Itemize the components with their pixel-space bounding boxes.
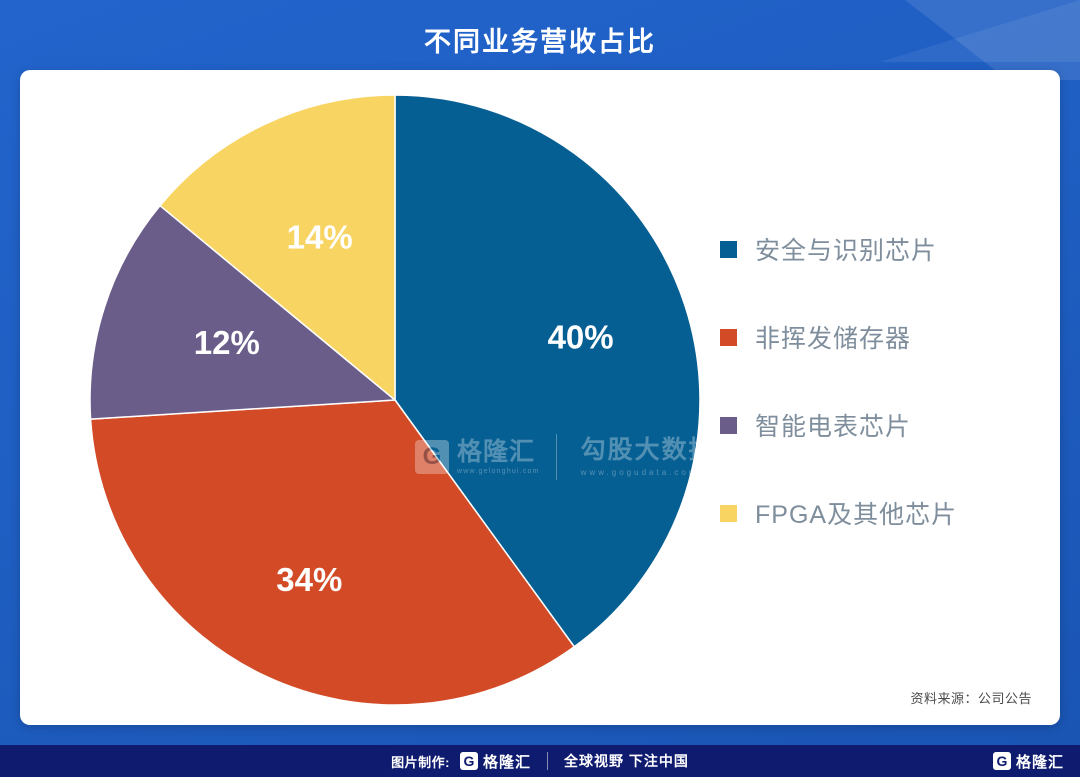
footer-right-logo-text: 格隆汇 [1015,753,1064,771]
chart-legend: 安全与识别芯片 非挥发储存器 智能电表芯片 FPGA及其他芯片 [720,205,1040,557]
pie-slice [89,399,576,706]
pie-slice [158,94,396,402]
legend-item-label: 安全与识别芯片 [755,237,938,265]
legend-item[interactable]: 安全与识别芯片 [720,205,1040,293]
source-note: 资料来源：公司公告 [910,691,1032,706]
legend-item[interactable]: 非挥发储存器 [720,293,1040,381]
footer-made-by-label: 图片制作: [391,754,450,770]
pie-slice [394,94,701,648]
page-footer: 图片制作: G 格隆汇 全球视野 下注中国 G 格隆汇 [0,745,1080,777]
legend-item[interactable]: 智能电表芯片 [720,381,1040,469]
pie-slice-label: 34% [276,561,342,598]
footer-logo: G 格隆汇 [459,751,531,772]
pie-slice-label: 40% [548,318,614,355]
pie-chart-svg: 40% 34% 12% 14% [89,94,701,706]
chart-card: 40% 34% 12% 14% G 格隆汇 www.gelonghui.com 勾股大… [20,70,1060,725]
footer-right-logo-icon: G [992,752,1011,770]
legend-item-label: 非挥发储存器 [755,325,912,353]
pie-slice [89,204,397,420]
pie-label-group: 40% 34% 12% 14% [194,219,614,598]
legend-item-label: 智能电表芯片 [755,413,912,441]
footer-right-logo: G 格隆汇 [992,751,1064,772]
pie-chart: 40% 34% 12% 14% [85,90,705,710]
footer-logo-text: 格隆汇 [482,753,531,771]
pie-slice-label: 12% [194,324,260,361]
footer-divider [546,752,548,770]
pie-slice-group [89,94,701,706]
legend-swatch-icon [720,416,737,434]
legend-item[interactable]: FPGA及其他芯片 [720,469,1040,557]
legend-swatch-icon [720,240,737,258]
pie-slice-label: 14% [287,219,353,256]
footer-slogan: 全球视野 下注中国 [563,753,689,769]
footer-logo-icon: G [459,752,478,770]
legend-swatch-icon [720,504,737,522]
legend-item-label: FPGA及其他芯片 [755,501,958,529]
footer-center-group: 图片制作: G 格隆汇 全球视野 下注中国 [391,751,689,772]
page-title: 不同业务营收占比 [424,27,656,57]
legend-swatch-icon [720,328,737,346]
